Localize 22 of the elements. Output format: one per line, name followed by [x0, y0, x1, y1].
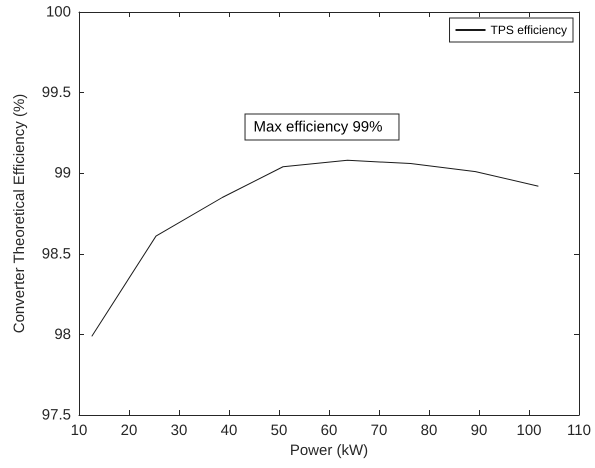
x-tick-label: 80 [420, 422, 438, 439]
x-tick-label: 50 [270, 422, 288, 439]
x-tick-label: 100 [516, 422, 542, 439]
x-tick-label: 90 [470, 422, 488, 439]
y-tick-label: 99 [54, 164, 71, 182]
annotation: Max efficiency 99% [254, 118, 382, 136]
x-tick-label: 70 [370, 422, 388, 439]
x-tick-label: 110 [567, 422, 591, 439]
x-tick-label: 10 [70, 422, 88, 439]
x-axis-title: Power (kW) [290, 442, 368, 459]
legend-label: TPS efficiency [490, 23, 568, 37]
x-tick-label: 20 [120, 422, 138, 439]
x-tick-label: 40 [220, 422, 238, 439]
y-tick-label: 100 [46, 4, 71, 20]
y-tick-label: 98.5 [42, 245, 71, 262]
y-tick-label: 97.5 [42, 406, 71, 424]
y-axis-title: Converter Theoretical Efficiency (%) [11, 94, 28, 334]
line-series [92, 160, 538, 337]
x-tick-label: 60 [320, 422, 338, 439]
y-tick-label: 98 [54, 326, 71, 343]
x-tick-label: 30 [170, 422, 188, 439]
y-tick-label: 99.5 [42, 84, 71, 102]
